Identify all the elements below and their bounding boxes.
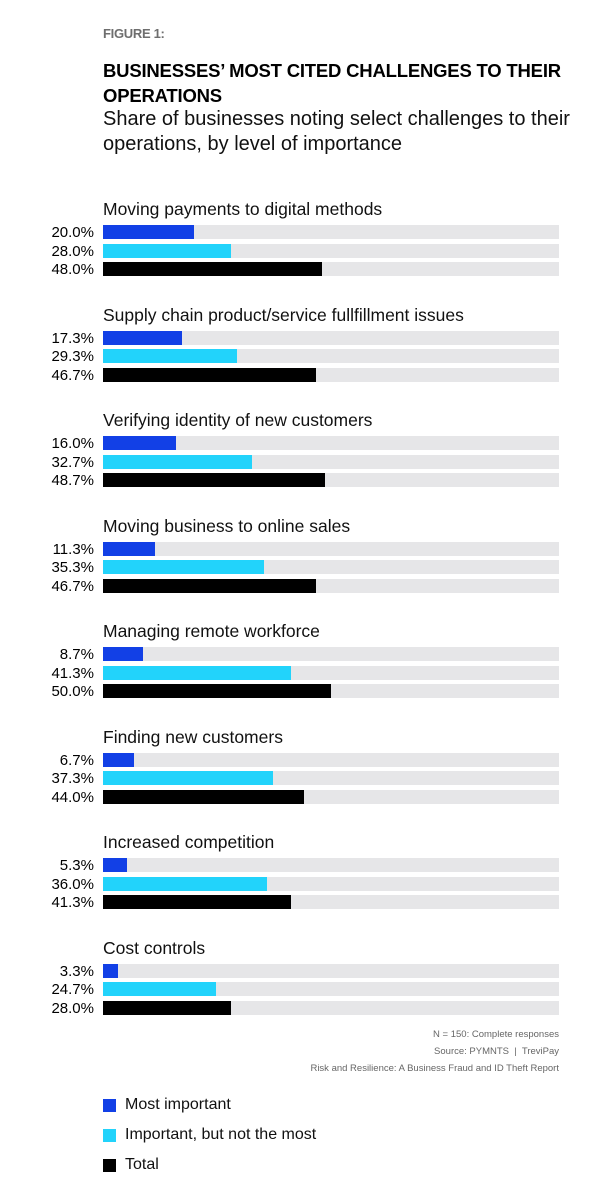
legend: Most important Important, but not the mos…	[103, 1090, 316, 1180]
data-label: 28.0%	[51, 242, 94, 260]
bar-track	[103, 349, 559, 363]
data-label: 29.3%	[51, 348, 94, 365]
data-label: 24.7%	[51, 981, 94, 998]
data-label: 44.0%	[51, 788, 94, 806]
data-label: 16.0%	[51, 435, 94, 452]
bar	[103, 752, 134, 767]
bar	[103, 771, 274, 785]
note-report: Risk and Resilience: A Business Fraud an…	[310, 1063, 559, 1074]
data-label: 8.7%	[59, 646, 94, 663]
bar-track	[103, 771, 559, 785]
bar	[103, 963, 119, 978]
bar-track	[103, 560, 559, 574]
bar	[103, 876, 268, 891]
chart-subtitle: Share of businesses noting select challe…	[103, 108, 570, 155]
bar-track	[103, 789, 559, 804]
bar	[103, 982, 216, 996]
bar-track	[103, 578, 559, 593]
legend-label: Important, but not the most	[125, 1126, 317, 1143]
bar-track	[103, 895, 559, 909]
category-label: Moving payments to digital methods	[103, 199, 383, 219]
bar	[103, 436, 176, 450]
data-label: 46.7%	[51, 366, 94, 384]
bar	[103, 858, 128, 872]
bar	[103, 789, 304, 804]
bar	[103, 367, 316, 382]
data-label: 5.3%	[59, 857, 94, 874]
bar	[103, 665, 292, 680]
bar	[103, 560, 264, 574]
category-label: Verifying identity of new customers	[103, 410, 373, 430]
data-label: 3.3%	[59, 962, 94, 980]
bar-track	[103, 1000, 559, 1015]
legend-item: Total	[103, 1150, 316, 1180]
bar-track	[103, 752, 559, 767]
bar-track	[103, 963, 559, 978]
data-label: 36.0%	[51, 875, 94, 893]
data-label: 48.7%	[51, 472, 94, 489]
bar	[103, 330, 182, 345]
bar	[103, 578, 316, 593]
bar	[103, 349, 237, 363]
category-label: Finding new customers	[103, 726, 283, 747]
figure-label: FIGURE 1:	[103, 26, 165, 41]
legend-label: Total	[125, 1156, 159, 1173]
bar-track	[103, 243, 559, 258]
data-label: 50.0%	[51, 683, 94, 700]
legend-swatch	[103, 1128, 116, 1142]
bar-track	[103, 684, 559, 698]
chart-notes: N = 150: Complete responses Source: PYMN…	[310, 1026, 559, 1077]
bar-track	[103, 982, 559, 996]
bar	[103, 541, 155, 556]
legend-label: Most important	[125, 1096, 231, 1113]
category-label: Increased competition	[103, 832, 275, 852]
bar-track	[103, 858, 559, 872]
bar-track	[103, 225, 559, 239]
bar	[103, 262, 322, 276]
data-label: 6.7%	[59, 751, 94, 769]
bar-track	[103, 454, 559, 469]
data-label: 32.7%	[51, 453, 94, 471]
legend-swatch	[103, 1158, 116, 1172]
data-label: 37.3%	[51, 770, 94, 787]
category-label: Cost controls	[103, 937, 206, 958]
data-label: 35.3%	[51, 559, 94, 576]
bar	[103, 1000, 231, 1015]
bar-track	[103, 876, 559, 891]
bar	[103, 225, 195, 239]
data-label: 41.3%	[51, 894, 94, 911]
category-label: Moving business to online sales	[103, 515, 351, 536]
data-label: 41.3%	[51, 664, 94, 682]
bar-track	[103, 367, 559, 382]
bar-track	[103, 330, 559, 345]
data-label: 28.0%	[51, 999, 94, 1017]
data-label: 46.7%	[51, 577, 94, 595]
data-label: 11.3%	[52, 540, 94, 558]
bar-track	[103, 541, 559, 556]
note-sample: N = 150: Complete responses	[433, 1029, 559, 1040]
bar-track	[103, 473, 559, 487]
category-label: Supply chain product/service fullfillmen…	[103, 304, 464, 325]
bar	[103, 454, 253, 469]
bar-track	[103, 665, 559, 680]
legend-swatch	[103, 1098, 116, 1112]
bar	[103, 684, 331, 698]
data-label: 20.0%	[51, 224, 94, 241]
category-label: Managing remote workforce	[103, 621, 320, 641]
bar	[103, 243, 231, 258]
bar	[103, 647, 143, 661]
bar-track	[103, 647, 559, 661]
legend-item: Most important	[103, 1090, 316, 1120]
note-source: Source: PYMNTS | TreviPay	[434, 1046, 559, 1057]
chart-title: BUSINESSES’ MOST CITED CHALLENGES TO THE…	[103, 60, 561, 106]
data-label: 17.3%	[51, 329, 94, 347]
bar	[103, 895, 292, 909]
bar	[103, 473, 326, 487]
bar-track	[103, 436, 559, 450]
bar-track	[103, 262, 559, 276]
data-label: 48.0%	[51, 261, 94, 278]
legend-item: Important, but not the most	[103, 1120, 316, 1150]
